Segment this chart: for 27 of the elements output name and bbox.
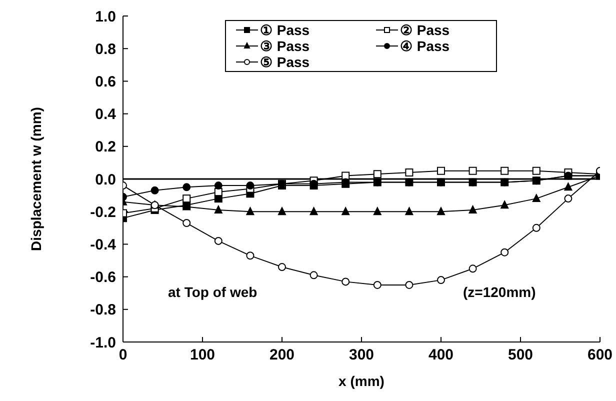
y-tick-label: 0.4 [95,106,117,124]
x-axis-title: x (mm) [338,373,384,389]
y-tick-label: 0.0 [95,171,116,188]
y-tick-label: 0.2 [95,138,116,156]
legend-label: ① Pass [260,22,310,38]
legend-label: ② Pass [400,22,450,38]
y-tick-label: 0.6 [95,74,116,91]
x-tick-label: 300 [348,346,374,364]
x-tick-label: 600 [587,346,613,364]
y-tick-label: -0.8 [90,302,116,319]
x-tick-label: 500 [508,346,534,364]
annotation: (z=120mm) [463,284,536,300]
y-axis-title: Displacement w (mm) [28,107,44,251]
y-tick-label: 1.0 [95,8,116,26]
y-tick-label: -0.4 [90,236,117,254]
x-tick-label: 200 [269,346,295,364]
y-tick-label: -0.2 [90,204,116,221]
legend-label: ④ Pass [400,38,450,54]
y-tick-label: -0.6 [90,269,116,286]
legend-label: ③ Pass [260,38,310,54]
x-tick-label: 0 [118,346,128,364]
y-tick-label: 0.8 [95,40,116,58]
y-tick-label: -1.0 [90,334,116,352]
x-tick-label: 100 [190,346,216,364]
x-tick-label: 400 [428,346,454,364]
annotation: at Top of web [168,284,258,300]
legend-label: ⑤ Pass [260,54,310,70]
